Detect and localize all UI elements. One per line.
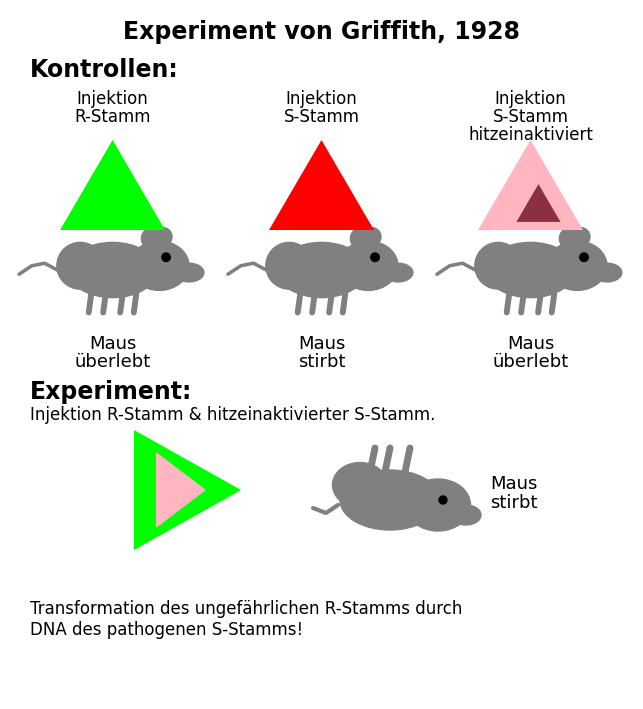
Ellipse shape <box>57 242 104 289</box>
Polygon shape <box>478 140 583 230</box>
Ellipse shape <box>362 228 381 246</box>
Polygon shape <box>156 452 206 528</box>
Polygon shape <box>516 184 561 222</box>
Text: Injektion: Injektion <box>77 90 149 108</box>
Ellipse shape <box>547 241 607 291</box>
Text: S-Stamm: S-Stamm <box>284 108 359 126</box>
Circle shape <box>162 253 170 262</box>
Ellipse shape <box>486 242 575 298</box>
Text: Experiment von Griffith, 1928: Experiment von Griffith, 1928 <box>123 20 520 44</box>
Ellipse shape <box>340 470 440 530</box>
Text: überlebt: überlebt <box>75 353 150 371</box>
Polygon shape <box>134 430 241 550</box>
Text: Maus: Maus <box>298 335 345 353</box>
Circle shape <box>371 253 379 262</box>
Text: S-Stamm: S-Stamm <box>493 108 568 126</box>
Text: stirbt: stirbt <box>490 494 538 512</box>
Ellipse shape <box>129 241 189 291</box>
Ellipse shape <box>406 479 471 531</box>
Ellipse shape <box>266 242 312 289</box>
Text: Maus: Maus <box>89 335 136 353</box>
Circle shape <box>439 496 447 504</box>
Circle shape <box>580 253 588 262</box>
Ellipse shape <box>383 263 413 282</box>
Text: stirbt: stirbt <box>298 353 345 371</box>
Ellipse shape <box>559 228 581 250</box>
Text: Injektion R-Stamm & hitzeinaktivierter S-Stamm.: Injektion R-Stamm & hitzeinaktivierter S… <box>30 406 435 424</box>
Text: Experiment:: Experiment: <box>30 380 192 404</box>
Text: Transformation des ungefährlichen R-Stamms durch
DNA des pathogenen S-Stamms!: Transformation des ungefährlichen R-Stam… <box>30 600 462 639</box>
Ellipse shape <box>68 242 157 298</box>
Ellipse shape <box>350 228 372 250</box>
Text: Injektion: Injektion <box>494 90 566 108</box>
Ellipse shape <box>332 462 388 508</box>
Text: R-Stamm: R-Stamm <box>75 108 150 126</box>
Ellipse shape <box>475 242 521 289</box>
Text: hitzeinaktiviert: hitzeinaktiviert <box>468 126 593 144</box>
Ellipse shape <box>451 505 481 525</box>
Text: überlebt: überlebt <box>493 353 568 371</box>
Text: Maus: Maus <box>507 335 554 353</box>
Ellipse shape <box>141 228 163 250</box>
Polygon shape <box>60 140 165 230</box>
Text: Injektion: Injektion <box>285 90 358 108</box>
Ellipse shape <box>592 263 622 282</box>
Ellipse shape <box>338 241 398 291</box>
Text: Maus: Maus <box>490 475 538 493</box>
Text: Kontrollen:: Kontrollen: <box>30 58 179 82</box>
Ellipse shape <box>174 263 204 282</box>
Polygon shape <box>269 140 374 230</box>
Ellipse shape <box>571 228 590 246</box>
Ellipse shape <box>153 228 172 246</box>
Ellipse shape <box>277 242 366 298</box>
